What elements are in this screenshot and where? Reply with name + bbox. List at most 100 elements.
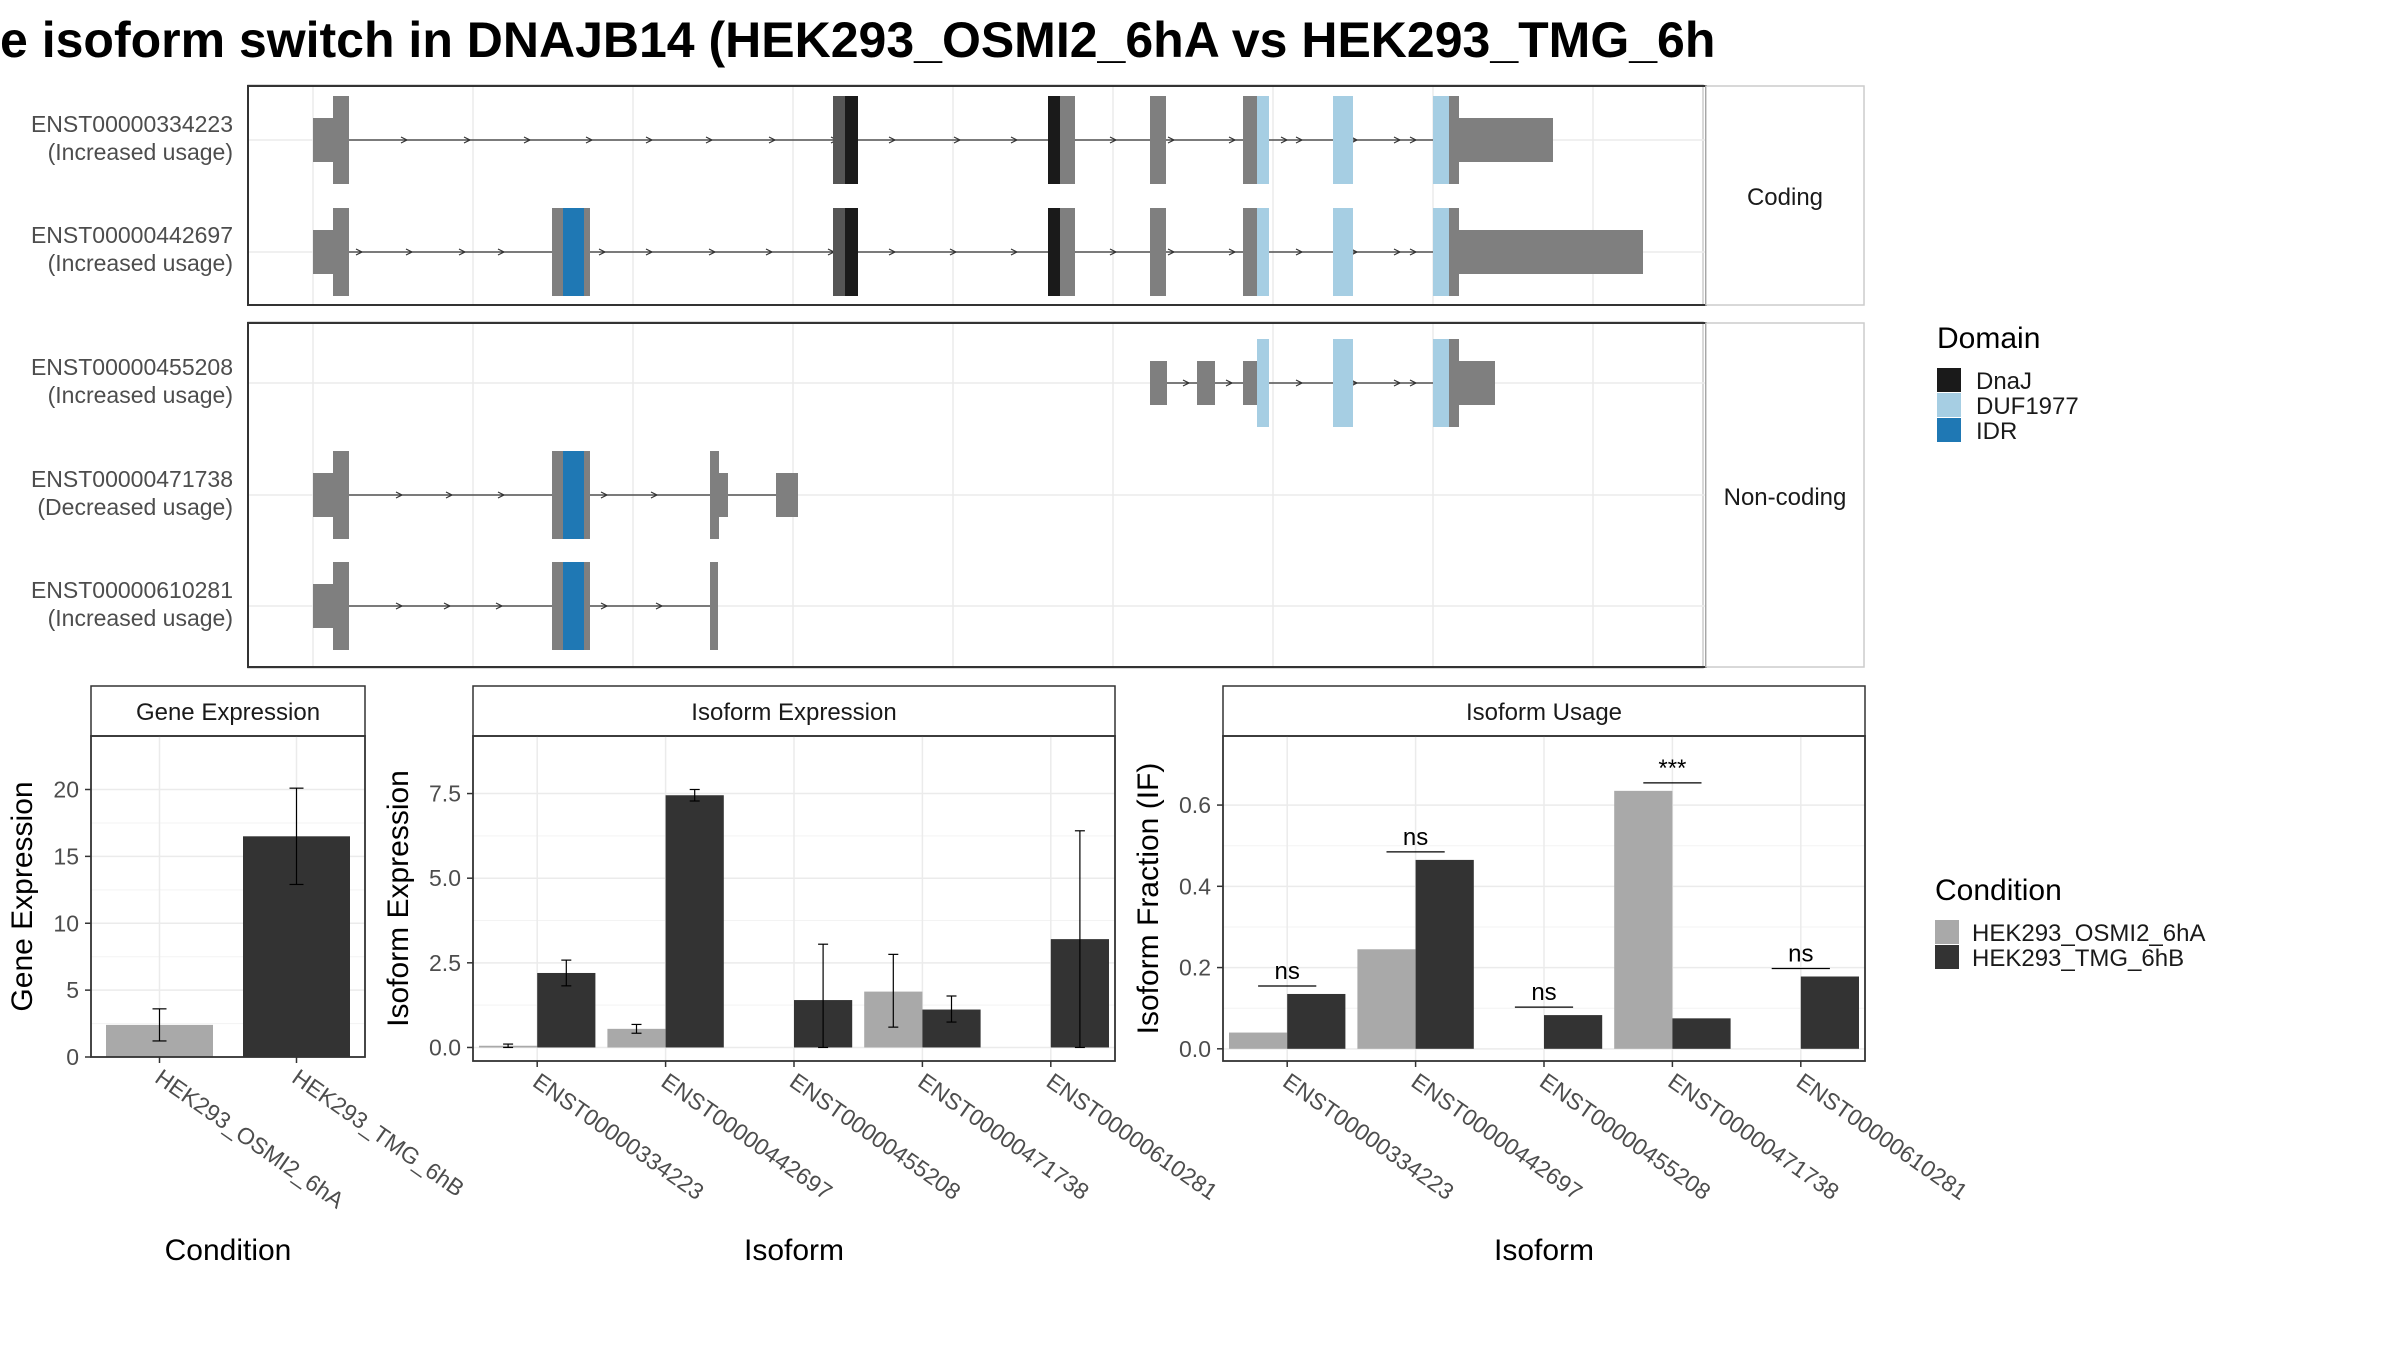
intron-arrow (953, 136, 962, 144)
bar (1800, 976, 1859, 1049)
legend-key-cond-b (1935, 945, 1959, 969)
transcript-id-label: ENST00000334223 (31, 111, 233, 137)
significance-label: ns (1275, 958, 1300, 985)
y-axis-title: Gene Expression (6, 781, 39, 1011)
condition-legend: Condition HEK293_OSMI2_6hA HEK293_TMG_6h… (1935, 874, 2205, 972)
intron-arrow (443, 602, 452, 610)
exon-block (563, 451, 584, 539)
transcript-usage-label: (Increased usage) (48, 139, 233, 165)
exon-block (313, 230, 335, 274)
exon-block (552, 208, 563, 296)
exon-block (1243, 361, 1257, 405)
exon-block (313, 584, 335, 628)
intron-arrow (497, 491, 506, 499)
exon-block (1048, 208, 1060, 296)
intron-arrow (1228, 248, 1237, 256)
transcript-usage-label: (Increased usage) (48, 382, 233, 408)
bar (1357, 949, 1416, 1049)
exon-block (1243, 208, 1257, 296)
intron-arrow (600, 602, 609, 610)
condition-legend-title: Condition (1935, 874, 2062, 907)
intron-arrow (400, 136, 409, 144)
exon-block (563, 562, 584, 650)
intron-arrow (1280, 136, 1289, 144)
intron-arrow (355, 248, 364, 256)
legend-label-dnaj: DnaJ (1976, 368, 2032, 395)
intron-arrow (1295, 248, 1304, 256)
bar (1229, 1032, 1288, 1049)
facet-label-noncoding: Non-coding (1724, 484, 1847, 511)
intron-arrow (1167, 248, 1176, 256)
exon-block (1150, 208, 1166, 296)
exon-block (1459, 230, 1643, 274)
intron-arrow (1295, 379, 1304, 387)
intron-arrow (1228, 136, 1237, 144)
exon-block (1333, 96, 1353, 184)
expression-charts: Gene Expression05101520HEK293_OSMI2_6hAH… (6, 685, 1972, 1267)
exon-block (313, 473, 335, 517)
y-tick-label: 15 (53, 843, 79, 869)
legend-key-duf1977 (1937, 393, 1961, 417)
bar (607, 1028, 666, 1048)
legend-label-cond-b: HEK293_TMG_6hB (1972, 945, 2184, 972)
exon-block (333, 562, 349, 650)
intron-arrow (650, 491, 659, 499)
y-tick-label: 0.6 (1179, 792, 1211, 818)
intron-arrow (645, 248, 654, 256)
intron-arrow (768, 136, 777, 144)
transcript-id-label: ENST00000455208 (31, 354, 233, 380)
intron-arrow (1393, 136, 1402, 144)
legend-label-duf1977: DUF1977 (1976, 393, 2079, 420)
exon-block (1060, 208, 1075, 296)
exon-block (710, 562, 718, 650)
intron-arrow (445, 491, 454, 499)
y-tick-label: 2.5 (429, 950, 461, 976)
intron-arrow (1393, 379, 1402, 387)
intron-arrow (708, 248, 717, 256)
intron-arrow (463, 136, 472, 144)
exon-block (1197, 361, 1215, 405)
intron-arrow (600, 491, 609, 499)
exon-block (1433, 339, 1449, 427)
exon-block (333, 208, 349, 296)
intron-arrow (1393, 248, 1402, 256)
exon-block (1433, 208, 1449, 296)
chart-panel-border (90, 735, 366, 1058)
bar (1614, 790, 1673, 1049)
exon-block (1449, 208, 1459, 296)
intron-arrow (1225, 379, 1234, 387)
figure-title: e isoform switch in DNAJB14 (HEK293_OSMI… (0, 12, 1715, 68)
exon-block (719, 473, 728, 517)
exon-block (563, 208, 584, 296)
exon-block (1449, 339, 1459, 427)
intron-arrow (598, 248, 607, 256)
bar (1287, 993, 1346, 1049)
intron-arrow (497, 248, 506, 256)
y-tick-label: 0 (66, 1044, 79, 1070)
exon-block (1243, 96, 1257, 184)
bar (1672, 1018, 1731, 1049)
exon-block (584, 451, 590, 539)
intron-arrow (458, 248, 467, 256)
legend-key-dnaj (1937, 368, 1961, 392)
legend-key-cond-a (1935, 920, 1959, 944)
y-tick-label: 0.0 (429, 1034, 461, 1060)
domain-legend: Domain DnaJ DUF1977 IDR (1937, 322, 2079, 445)
exon-block (552, 562, 563, 650)
significance-label: ns (1403, 824, 1428, 851)
bar (1544, 1015, 1603, 1049)
y-tick-label: 0.0 (1179, 1036, 1211, 1062)
exon-block (1150, 361, 1167, 405)
transcript-labels: ENST00000334223 (Increased usage) ENST00… (31, 111, 233, 631)
exon-block (552, 451, 563, 539)
exon-block (333, 96, 349, 184)
intron-arrow (1295, 136, 1304, 144)
chart-strip-title: Isoform Usage (1466, 699, 1622, 726)
chart-strip-title: Gene Expression (136, 699, 320, 726)
intron-arrow (1167, 136, 1176, 144)
transcript-id-label: ENST00000610281 (31, 577, 233, 603)
exon-block (833, 96, 845, 184)
transcript-usage-label: (Increased usage) (48, 605, 233, 631)
intron-arrow (585, 136, 594, 144)
exon-block (313, 118, 335, 162)
